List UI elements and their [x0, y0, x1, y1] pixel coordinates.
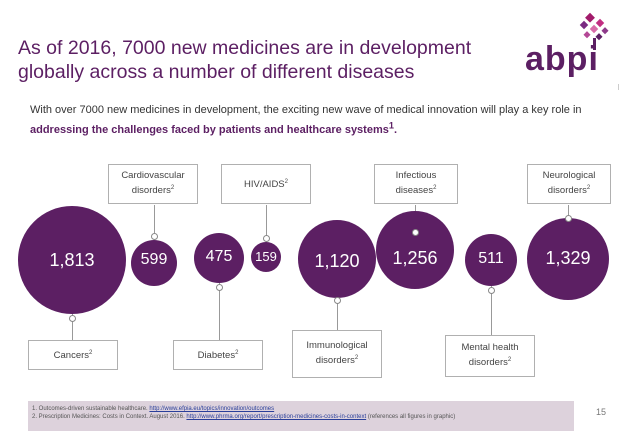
value-cancers: 1,813	[49, 250, 95, 270]
bubble-mental-health	[465, 234, 517, 286]
value-infectious: 1,256	[392, 248, 438, 268]
label-hiv: HIV/AIDS2	[221, 164, 311, 204]
value-neurological: 1,329	[545, 248, 591, 268]
dot-immunological	[334, 297, 341, 304]
connector-immunological	[337, 290, 338, 330]
label-mental-health: Mental health disorders2	[445, 335, 535, 377]
value-immunological: 1,120	[314, 251, 360, 271]
label-cancers: Cancers2	[28, 340, 118, 370]
label-cardiovascular: Cardiovascular disorders2	[108, 164, 198, 204]
dot-neurological	[565, 215, 572, 222]
dot-cancers	[69, 315, 76, 322]
dot-cardiovascular	[151, 233, 158, 240]
footnote-1-link[interactable]: http://www.efpia.eu/topics/innovation/ou…	[149, 406, 275, 412]
footnote-2: 2. Prescription Medicines: Costs in Cont…	[32, 414, 456, 420]
abpi-logo-text: abpi	[525, 40, 599, 78]
page-number: 15	[596, 407, 607, 417]
bubble-diabetes	[194, 233, 244, 283]
dot-infectious	[412, 229, 419, 236]
abpi-logo: abpi	[525, 10, 615, 80]
connector-mental-health	[491, 285, 492, 335]
bubble-immunological	[298, 220, 376, 298]
label-neurological: Neurological disorders2	[527, 164, 611, 204]
connector-hiv	[266, 205, 267, 245]
value-cardiovascular: 599	[140, 251, 168, 268]
footnote-1: 1. Outcomes-driven sustainable healthcar…	[32, 406, 275, 412]
dot-mental-health	[488, 287, 495, 294]
title-line-1: As of 2016, 7000 new medicines are in de…	[18, 37, 472, 59]
title-line-2: globally across a number of different di…	[18, 61, 415, 83]
intro-footnote-ref: 1	[388, 120, 394, 130]
label-immunological: Immunological disorders2	[292, 330, 382, 378]
footnotes: 1. Outcomes-driven sustainable healthcar…	[32, 405, 592, 421]
bubble-cancers	[18, 206, 126, 314]
connector-cardiovascular	[154, 205, 155, 233]
divider	[618, 84, 619, 90]
value-mental-health: 511	[478, 250, 504, 267]
bubble-infectious	[376, 211, 454, 289]
intro-plain: With over 7000 new medicines in developm…	[30, 104, 582, 116]
footnote-2-link[interactable]: http://www.phrma.org/report/prescription…	[186, 414, 367, 420]
value-hiv: 159	[255, 249, 277, 264]
value-diabetes: 475	[205, 248, 233, 265]
connector-cancers	[72, 310, 73, 340]
dot-diabetes	[216, 284, 223, 291]
intro-text: With over 7000 new medicines in developm…	[30, 103, 620, 138]
label-diabetes: Diabetes2	[173, 340, 263, 370]
bubble-hiv	[251, 242, 281, 272]
label-infectious: Infectious diseases2	[374, 164, 458, 204]
dot-hiv	[263, 235, 270, 242]
intro-bold: addressing the challenges faced by patie…	[30, 120, 398, 136]
connector-diabetes	[219, 280, 220, 340]
footer-bar	[28, 401, 574, 431]
abpi-tree-icon	[579, 12, 609, 50]
bubble-neurological	[527, 218, 609, 300]
bubble-cardiovascular	[131, 240, 177, 286]
slide-title: As of 2016, 7000 new medicines are in de…	[18, 36, 498, 84]
